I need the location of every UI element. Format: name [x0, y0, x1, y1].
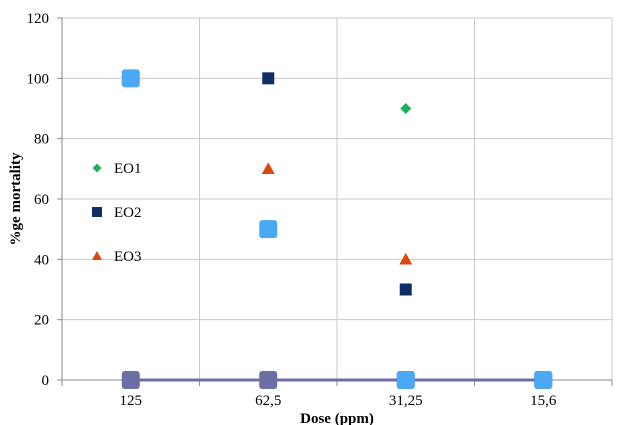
- y-tick-label: 100: [27, 71, 50, 87]
- legend-label: EO2: [114, 205, 142, 221]
- y-tick-label: 80: [34, 132, 49, 148]
- data-point: [121, 371, 140, 389]
- data-point: [396, 371, 415, 389]
- data-point: [261, 162, 275, 175]
- grid: [61, 17, 613, 381]
- legend-item-eo2: EO2: [92, 205, 142, 221]
- legend-item-eo1: EO1: [92, 161, 142, 177]
- data-point: [121, 69, 140, 88]
- data-point: [259, 220, 278, 239]
- y-tick-label: 40: [34, 252, 49, 268]
- x-tick-label: 125: [120, 393, 143, 409]
- legend: EO1 EO2 EO3: [92, 161, 142, 265]
- data-point: [399, 283, 412, 296]
- data-point: [259, 371, 278, 389]
- y-axis-title: %ge mortality: [8, 152, 24, 245]
- series-eo3: [261, 162, 413, 265]
- y-tick-labels: 0 20 40 60 80 100 120: [27, 11, 50, 389]
- data-point: [534, 371, 553, 389]
- axes: [57, 17, 613, 386]
- legend-marker: [92, 207, 102, 217]
- y-tick-label: 120: [27, 11, 50, 27]
- x-axis-title: Dose (ppm): [300, 411, 374, 425]
- data-point: [262, 72, 275, 85]
- legend-item-eo3: EO3: [92, 249, 142, 265]
- y-tick-label: 0: [42, 373, 50, 389]
- legend-marker: [92, 251, 102, 260]
- series-layer: [121, 69, 553, 389]
- series-eo1: [400, 103, 412, 114]
- legend-marker: [92, 163, 102, 173]
- x-tick-label: 15,6: [530, 393, 557, 409]
- series-eo2: [262, 72, 412, 296]
- data-point: [399, 252, 413, 265]
- series-unlabeled-3: [121, 69, 553, 389]
- y-tick-label: 20: [34, 313, 49, 329]
- data-point: [400, 103, 412, 114]
- x-tick-label: 31,25: [389, 393, 423, 409]
- legend-label: EO3: [114, 249, 142, 265]
- y-tick-label: 60: [34, 192, 49, 208]
- x-tick-label: 62,5: [255, 393, 281, 409]
- x-tick-labels: 125 62,5 31,25 15,6: [120, 393, 557, 409]
- legend-label: EO1: [114, 161, 142, 177]
